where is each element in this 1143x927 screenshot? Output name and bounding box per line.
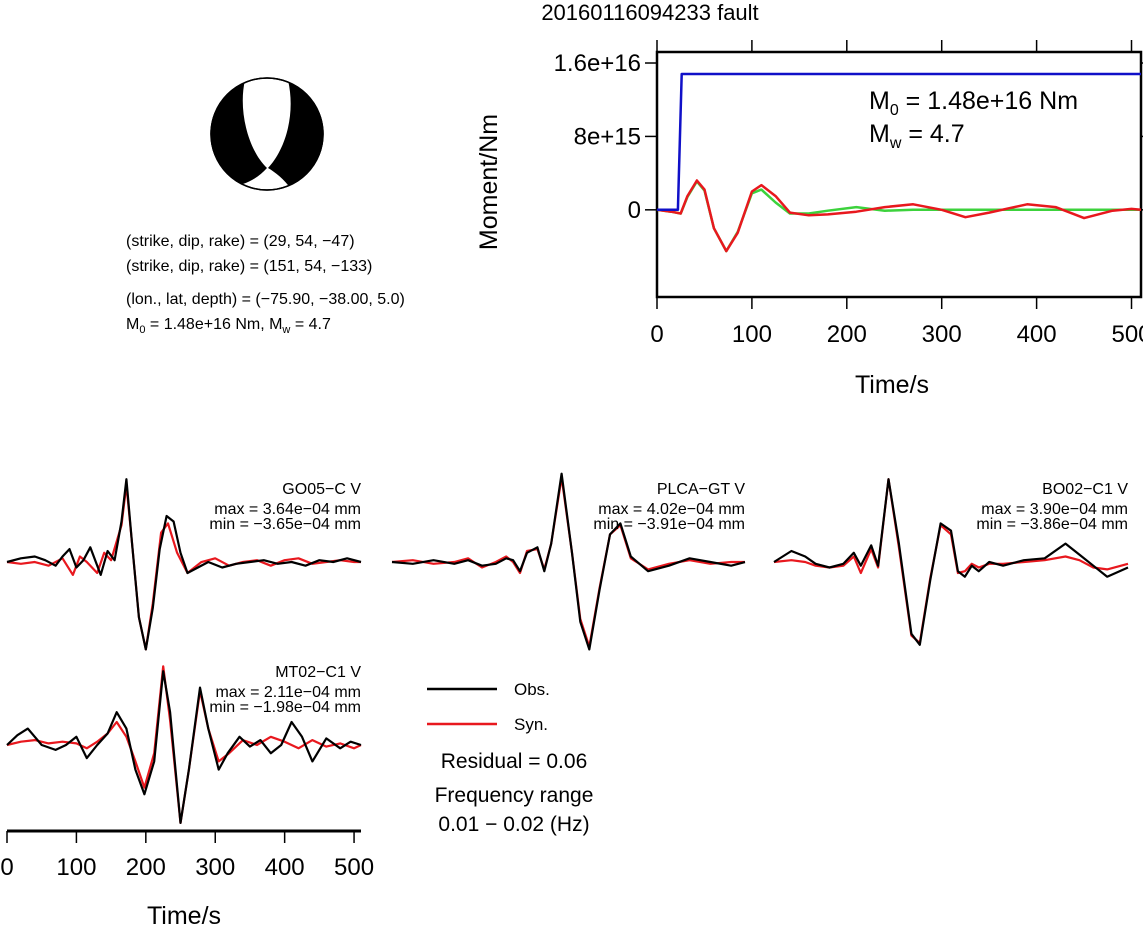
waveform-obs-trace (773, 478, 1129, 646)
waveform-max-label: max = 3.64e−04 mm (214, 501, 361, 518)
mechanism-strike-dip-rake-2: (strike, dip, rake) = (151, 54, −133) (126, 258, 372, 275)
waveform-x-tick-label: 100 (56, 854, 96, 881)
frequency-range-value: 0.01 − 0.02 (Hz) (438, 813, 589, 836)
moment-y-tick-label: 0 (628, 197, 641, 224)
moment-x-tick-label: 200 (827, 321, 867, 348)
moment-x-axis: 0 100 200 300 400 500 (650, 40, 1143, 348)
moment-x-tick-label: 0 (650, 321, 663, 348)
waveform-x-tick-label: 200 (126, 854, 166, 881)
frequency-range-title: Frequency range (435, 784, 594, 807)
moment-series-group (656, 72, 1142, 253)
moment-y-axis-label: Moment/Nm (475, 114, 503, 250)
moment-y-tick-label: 1.6e+16 (554, 50, 641, 77)
moment-rate-red-line (656, 179, 1142, 253)
waveform-station-label: MT02−C1 V (275, 664, 361, 681)
moment-x-tick-label: 100 (732, 321, 772, 348)
legend: Obs. Syn. (427, 680, 550, 734)
moment-rate-green-line (656, 180, 1141, 253)
moment-chart-frame (655, 50, 1143, 299)
waveform-x-tick-label: 300 (195, 854, 235, 881)
mechanism-location: (lon., lat, depth) = (−75.90, −38.00, 5.… (126, 291, 405, 308)
waveform-max-label: max = 3.90e−04 mm (981, 501, 1128, 518)
beachball-icon (210, 77, 324, 191)
legend-obs-label: Obs. (514, 680, 550, 699)
legend-syn-label: Syn. (514, 715, 548, 734)
waveform-obs-trace (6, 478, 362, 651)
waveform-min-label: min = −3.86e−04 mm (976, 516, 1128, 533)
moment-mw-annotation: Mw = 4.7 (869, 120, 965, 152)
residual-text: Residual = 0.06 (441, 750, 588, 773)
waveform-x-axis-label: Time/s (147, 902, 221, 927)
waveform-x-tick-label: 500 (334, 854, 374, 881)
waveform-min-label: min = −3.91e−04 mm (593, 516, 745, 533)
moment-m0-annotation: M0 = 1.48e+16 Nm (869, 87, 1078, 119)
waveform-x-tick-label: 400 (265, 854, 305, 881)
waveform-station-label: GO05−C V (282, 481, 361, 498)
moment-x-tick-label: 400 (1017, 321, 1057, 348)
mechanism-strike-dip-rake-1: (strike, dip, rake) = (29, 54, −47) (126, 233, 355, 250)
waveform-min-label: min = −3.65e−04 mm (209, 516, 361, 533)
waveform-x-axis: 0 100 200 300 400 500 (0, 829, 374, 881)
waveform-obs-trace (6, 670, 362, 825)
waveform-x-tick-label: 0 (0, 854, 13, 881)
figure-title: 20160116094233 fault (541, 0, 758, 25)
moment-y-axis: 0 8e+15 1.6e+16 (554, 50, 1143, 224)
waveform-min-label: min = −1.98e−04 mm (209, 699, 361, 716)
waveform-obs-trace (391, 472, 746, 651)
waveform-station-label: PLCA−GT V (657, 481, 746, 498)
moment-x-tick-label: 500 (1111, 321, 1143, 348)
moment-x-tick-label: 300 (922, 321, 962, 348)
waveform-station-label: BO02−C1 V (1042, 481, 1128, 498)
moment-x-axis-label: Time/s (855, 371, 929, 399)
moment-rate-step-line (657, 72, 1141, 212)
mechanism-moment: M0 = 1.48e+16 Nm, Mw = 4.7 (126, 316, 331, 336)
moment-chart: 0 8e+15 1.6e+16 0 100 200 300 400 500 Moment/Nm… (475, 40, 1143, 399)
waveform-max-label: max = 4.02e−04 mm (598, 501, 745, 518)
moment-y-tick-label: 8e+15 (574, 123, 641, 150)
waveform-max-label: max = 2.11e−04 mm (215, 684, 361, 701)
